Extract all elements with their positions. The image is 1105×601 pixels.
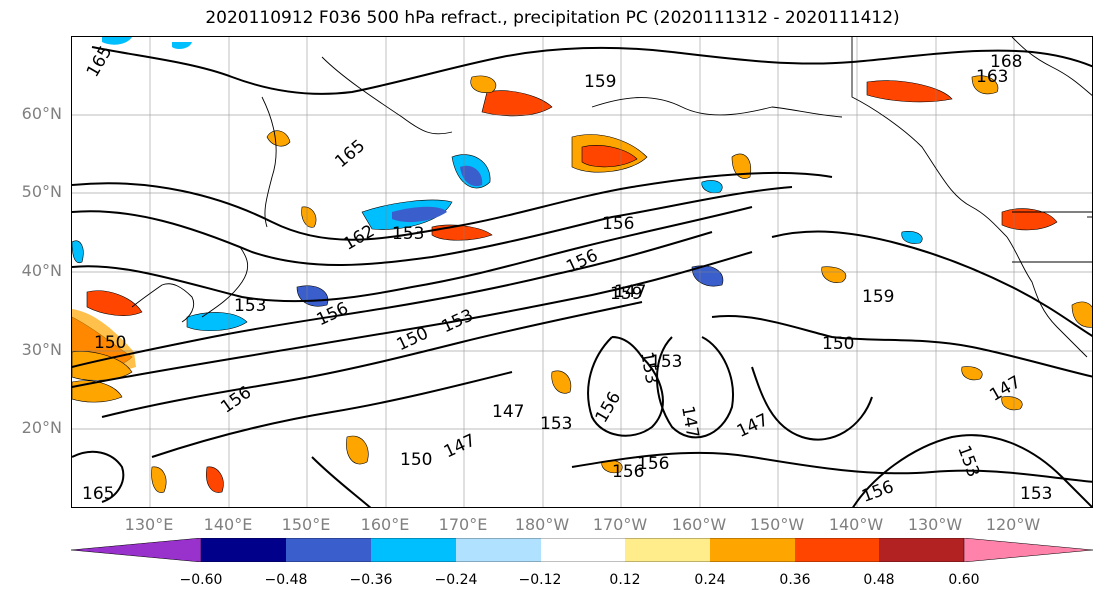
contour-label: 153 xyxy=(1020,484,1052,504)
colorbar-tick: 0.48 xyxy=(863,572,895,588)
contour-label: 153 xyxy=(439,305,477,337)
lon-label-170w: 170°W xyxy=(592,515,648,534)
contour-label: 156 xyxy=(602,214,634,234)
map-canvas: 165 159 168 163 165 162 153 156 156 153 … xyxy=(72,37,1092,507)
lon-label-140e: 140°E xyxy=(203,515,253,534)
contour-label: 165 xyxy=(82,484,114,504)
colorbar xyxy=(71,538,1093,562)
contour-label: 147 xyxy=(492,402,524,422)
contour-label: 153 xyxy=(540,414,572,434)
lat-label-20n: 20°N xyxy=(21,418,62,437)
colorbar-tick: −0.48 xyxy=(264,572,308,588)
lon-label-130w: 130°W xyxy=(907,515,963,534)
colorbar-tick: −0.36 xyxy=(349,572,393,588)
contour-label: 156 xyxy=(859,477,896,507)
lon-label-150w: 150°W xyxy=(749,515,805,534)
contour-label: 156 xyxy=(612,462,644,482)
contour-label: 156 xyxy=(637,454,669,474)
colorbar-segment-9 xyxy=(879,538,964,562)
lat-label-60n: 60°N xyxy=(21,104,62,123)
contour-label: 159 xyxy=(862,287,894,307)
lon-label-120w: 120°W xyxy=(985,515,1041,534)
lon-label-140w: 140°W xyxy=(828,515,884,534)
lon-label-160w: 160°W xyxy=(671,515,727,534)
contour-label: 147 xyxy=(734,410,772,442)
colorbar-tick: 0.36 xyxy=(779,572,811,588)
contour-label: 153 xyxy=(953,443,983,480)
contour-label: 159 xyxy=(584,72,616,92)
contour-labels: 165 159 168 163 165 162 153 156 156 153 … xyxy=(82,43,1052,507)
colorbar-segment-1 xyxy=(201,538,286,562)
contour-label: 150 xyxy=(822,334,854,354)
contour-label: 153 xyxy=(650,352,682,372)
colorbar-tick: −0.24 xyxy=(434,572,478,588)
contour-label: 168 xyxy=(990,52,1022,72)
contour-label: 150 xyxy=(400,450,432,470)
lon-label-160e: 160°E xyxy=(360,515,410,534)
lat-label-40n: 40°N xyxy=(21,261,62,280)
contour-label: 153 xyxy=(234,296,266,316)
colorbar-tick: −0.12 xyxy=(518,572,562,588)
precip-positive-areas xyxy=(72,75,1092,493)
colorbar-segment-0 xyxy=(71,538,202,562)
contour-label: 153 xyxy=(392,224,424,244)
contour-label: 150 xyxy=(94,333,126,353)
contour-label: 156 xyxy=(592,388,626,426)
colorbar-segment-10 xyxy=(963,538,1093,562)
refractivity-contours xyxy=(72,46,1092,507)
lon-label-150e: 150°E xyxy=(281,515,331,534)
colorbar-tick: 0.60 xyxy=(948,572,980,588)
lat-label-30n: 30°N xyxy=(21,340,62,359)
lon-label-170e: 170°E xyxy=(438,515,488,534)
colorbar-segment-8 xyxy=(795,538,879,562)
colorbar-segment-3 xyxy=(371,538,456,562)
colorbar-segment-2 xyxy=(286,538,371,562)
contour-label: 159 xyxy=(610,284,642,304)
map-panel[interactable]: 165 159 168 163 165 162 153 156 156 153 … xyxy=(71,36,1093,508)
colorbar-segment-5 xyxy=(541,538,625,562)
contour-label: 165 xyxy=(331,136,369,172)
contour-label: 147 xyxy=(441,431,479,463)
colorbar-tick: 0.24 xyxy=(694,572,726,588)
chart-title: 2020110912 F036 500 hPa refract., precip… xyxy=(205,8,900,28)
contour-label: 163 xyxy=(976,67,1008,87)
graticule xyxy=(72,37,1092,507)
lon-label-130e: 130°E xyxy=(124,515,174,534)
colorbar-tick: 0.12 xyxy=(609,572,641,588)
contour-label: 147 xyxy=(614,282,646,302)
coastlines xyxy=(131,37,1092,358)
colorbar-segment-4 xyxy=(456,538,541,562)
lat-label-50n: 50°N xyxy=(21,182,62,201)
contour-label: 165 xyxy=(83,43,117,81)
colorbar-segment-7 xyxy=(710,538,795,562)
lon-label-180w: 180°W xyxy=(514,515,570,534)
colorbar-tick: −0.60 xyxy=(179,572,223,588)
colorbar-segment-6 xyxy=(625,538,710,562)
